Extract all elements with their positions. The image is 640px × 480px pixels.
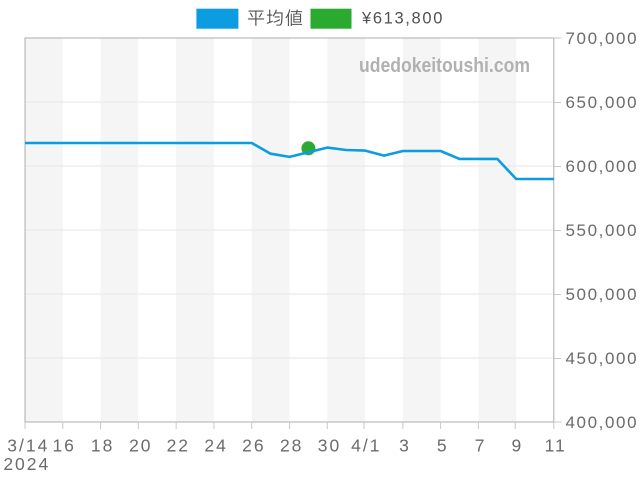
svg-text:450,000: 450,000 bbox=[566, 349, 639, 368]
svg-text:16: 16 bbox=[52, 436, 75, 456]
svg-text:4/1: 4/1 bbox=[351, 436, 381, 456]
svg-text:30: 30 bbox=[318, 436, 341, 456]
svg-text:550,000: 550,000 bbox=[566, 221, 639, 240]
svg-text:650,000: 650,000 bbox=[566, 93, 639, 112]
svg-text:24: 24 bbox=[204, 436, 227, 456]
svg-text:3: 3 bbox=[399, 436, 411, 456]
svg-text:700,000: 700,000 bbox=[566, 29, 639, 48]
svg-text:2024: 2024 bbox=[3, 454, 50, 474]
svg-text:3/14: 3/14 bbox=[7, 436, 49, 456]
svg-text:600,000: 600,000 bbox=[566, 157, 639, 176]
svg-text:5: 5 bbox=[437, 436, 449, 456]
svg-text:udedokeitoushi.com: udedokeitoushi.com bbox=[359, 54, 530, 76]
svg-text:22: 22 bbox=[167, 436, 190, 456]
svg-text:20: 20 bbox=[129, 436, 152, 456]
svg-text:7: 7 bbox=[475, 436, 487, 456]
svg-text:500,000: 500,000 bbox=[566, 285, 639, 304]
svg-text:11: 11 bbox=[545, 436, 567, 456]
svg-text:400,000: 400,000 bbox=[566, 413, 639, 432]
svg-text:18: 18 bbox=[91, 436, 114, 456]
svg-text:26: 26 bbox=[242, 436, 265, 456]
svg-text:28: 28 bbox=[280, 436, 303, 456]
svg-text:¥613,800: ¥613,800 bbox=[361, 9, 444, 27]
svg-text:9: 9 bbox=[512, 436, 524, 456]
